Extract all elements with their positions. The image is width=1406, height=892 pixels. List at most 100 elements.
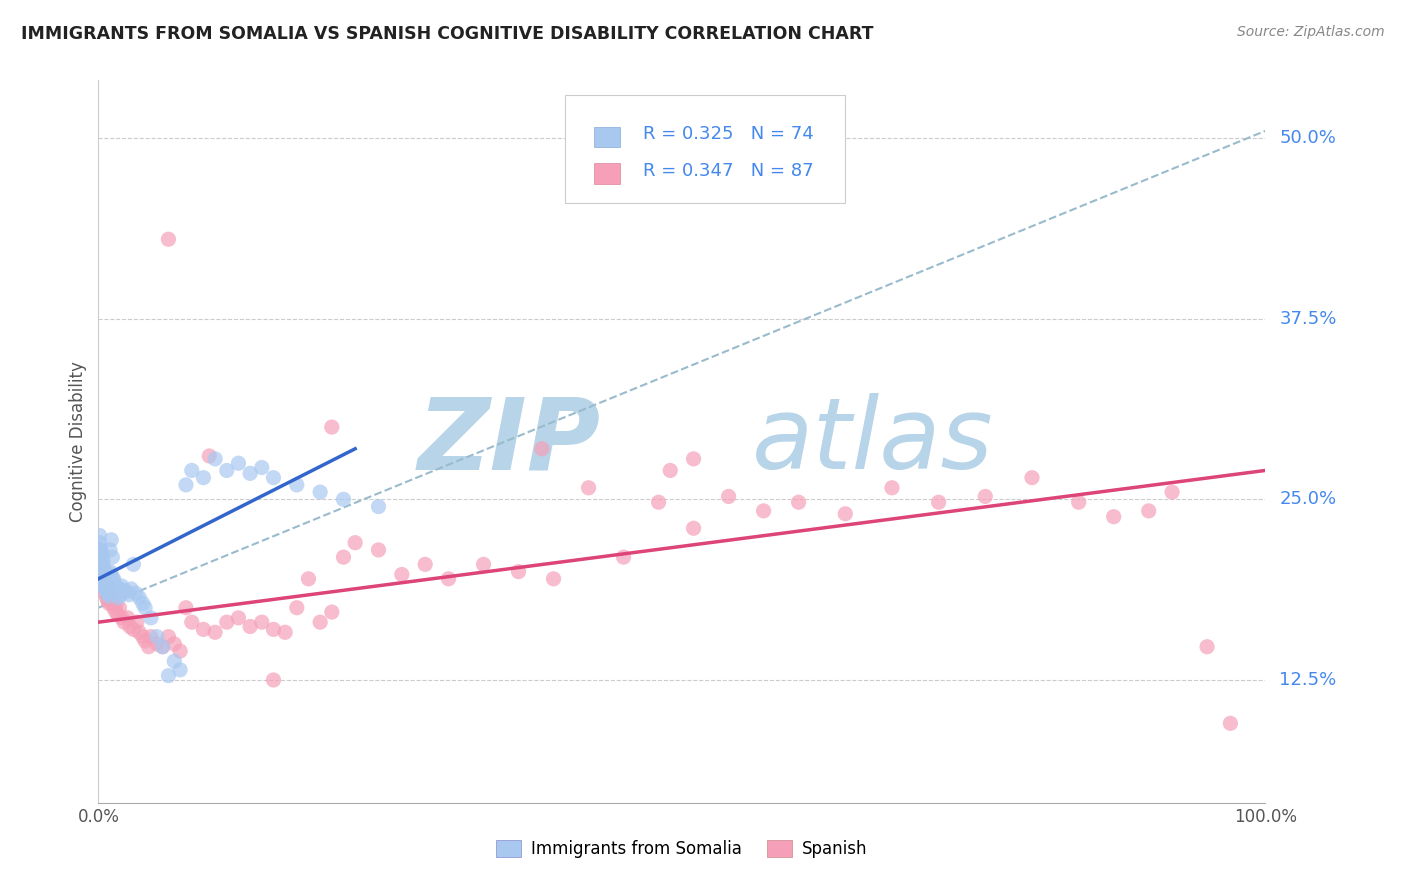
Text: ZIP: ZIP bbox=[418, 393, 600, 490]
Point bbox=[98, 589, 121, 603]
Point bbox=[659, 463, 682, 477]
Point bbox=[152, 640, 174, 654]
FancyBboxPatch shape bbox=[595, 163, 620, 184]
Point bbox=[128, 591, 150, 605]
Point bbox=[174, 478, 197, 492]
Point bbox=[122, 558, 145, 572]
Point bbox=[250, 460, 273, 475]
Point bbox=[530, 442, 553, 456]
Point bbox=[578, 481, 600, 495]
Point bbox=[94, 570, 117, 584]
Point bbox=[239, 619, 262, 633]
Point bbox=[89, 542, 111, 557]
Point bbox=[146, 637, 169, 651]
Point bbox=[321, 605, 343, 619]
Point bbox=[128, 625, 150, 640]
Point bbox=[1021, 470, 1043, 484]
Point bbox=[96, 584, 118, 599]
Point bbox=[332, 492, 354, 507]
Text: IMMIGRANTS FROM SOMALIA VS SPANISH COGNITIVE DISABILITY CORRELATION CHART: IMMIGRANTS FROM SOMALIA VS SPANISH COGNI… bbox=[21, 25, 873, 43]
Point bbox=[134, 600, 156, 615]
Point bbox=[94, 579, 117, 593]
Point bbox=[1195, 640, 1218, 654]
Point bbox=[152, 640, 174, 654]
Point bbox=[157, 630, 180, 644]
Point bbox=[107, 591, 129, 605]
Point bbox=[717, 490, 740, 504]
Point bbox=[262, 623, 284, 637]
Point bbox=[134, 634, 156, 648]
Point bbox=[118, 588, 141, 602]
Point bbox=[262, 470, 284, 484]
Point bbox=[834, 507, 856, 521]
Point bbox=[90, 542, 112, 557]
Point bbox=[472, 558, 495, 572]
FancyBboxPatch shape bbox=[565, 95, 845, 203]
Point bbox=[91, 565, 114, 579]
Point bbox=[110, 588, 132, 602]
Point bbox=[613, 550, 636, 565]
Point bbox=[139, 630, 162, 644]
Point bbox=[647, 495, 669, 509]
Point bbox=[104, 598, 127, 612]
Point bbox=[97, 586, 120, 600]
Point bbox=[90, 572, 112, 586]
Point bbox=[138, 640, 160, 654]
Point bbox=[1219, 716, 1241, 731]
Point bbox=[89, 550, 111, 565]
Point bbox=[1137, 504, 1160, 518]
Point bbox=[96, 579, 118, 593]
Point bbox=[94, 576, 117, 591]
Point bbox=[344, 535, 367, 549]
Point bbox=[91, 553, 114, 567]
Point bbox=[169, 663, 191, 677]
Point bbox=[93, 569, 115, 583]
Point bbox=[101, 550, 124, 565]
Point bbox=[90, 567, 112, 582]
Text: 37.5%: 37.5% bbox=[1279, 310, 1337, 327]
Point bbox=[787, 495, 810, 509]
Point bbox=[108, 600, 131, 615]
Point bbox=[107, 607, 129, 622]
Point bbox=[93, 579, 115, 593]
Point bbox=[139, 611, 162, 625]
Point bbox=[309, 485, 332, 500]
Point bbox=[391, 567, 413, 582]
Point bbox=[321, 420, 343, 434]
Point bbox=[94, 582, 117, 596]
Point bbox=[239, 467, 262, 481]
Point bbox=[90, 565, 112, 579]
FancyBboxPatch shape bbox=[595, 128, 620, 147]
Point bbox=[146, 630, 169, 644]
Point bbox=[125, 586, 148, 600]
Point bbox=[163, 637, 186, 651]
Point bbox=[193, 470, 215, 484]
Point bbox=[132, 630, 155, 644]
Point bbox=[89, 528, 111, 542]
Point bbox=[125, 615, 148, 630]
Point bbox=[1161, 485, 1184, 500]
Point bbox=[193, 623, 215, 637]
Point bbox=[228, 456, 250, 470]
Point bbox=[1102, 509, 1125, 524]
Point bbox=[93, 579, 115, 593]
Point bbox=[91, 572, 114, 586]
Point bbox=[96, 591, 118, 605]
Text: Source: ZipAtlas.com: Source: ZipAtlas.com bbox=[1237, 25, 1385, 39]
Point bbox=[367, 500, 389, 514]
Point bbox=[332, 550, 354, 565]
Point bbox=[90, 565, 112, 579]
Point bbox=[97, 581, 120, 595]
Point bbox=[120, 582, 142, 596]
Point bbox=[96, 574, 118, 588]
Point bbox=[367, 542, 389, 557]
Point bbox=[111, 579, 134, 593]
Point bbox=[115, 584, 138, 599]
Point bbox=[90, 562, 112, 576]
Point bbox=[93, 574, 115, 589]
Point bbox=[97, 596, 120, 610]
Point bbox=[97, 583, 120, 598]
Point bbox=[928, 495, 950, 509]
Point bbox=[118, 619, 141, 633]
Point bbox=[215, 463, 238, 477]
